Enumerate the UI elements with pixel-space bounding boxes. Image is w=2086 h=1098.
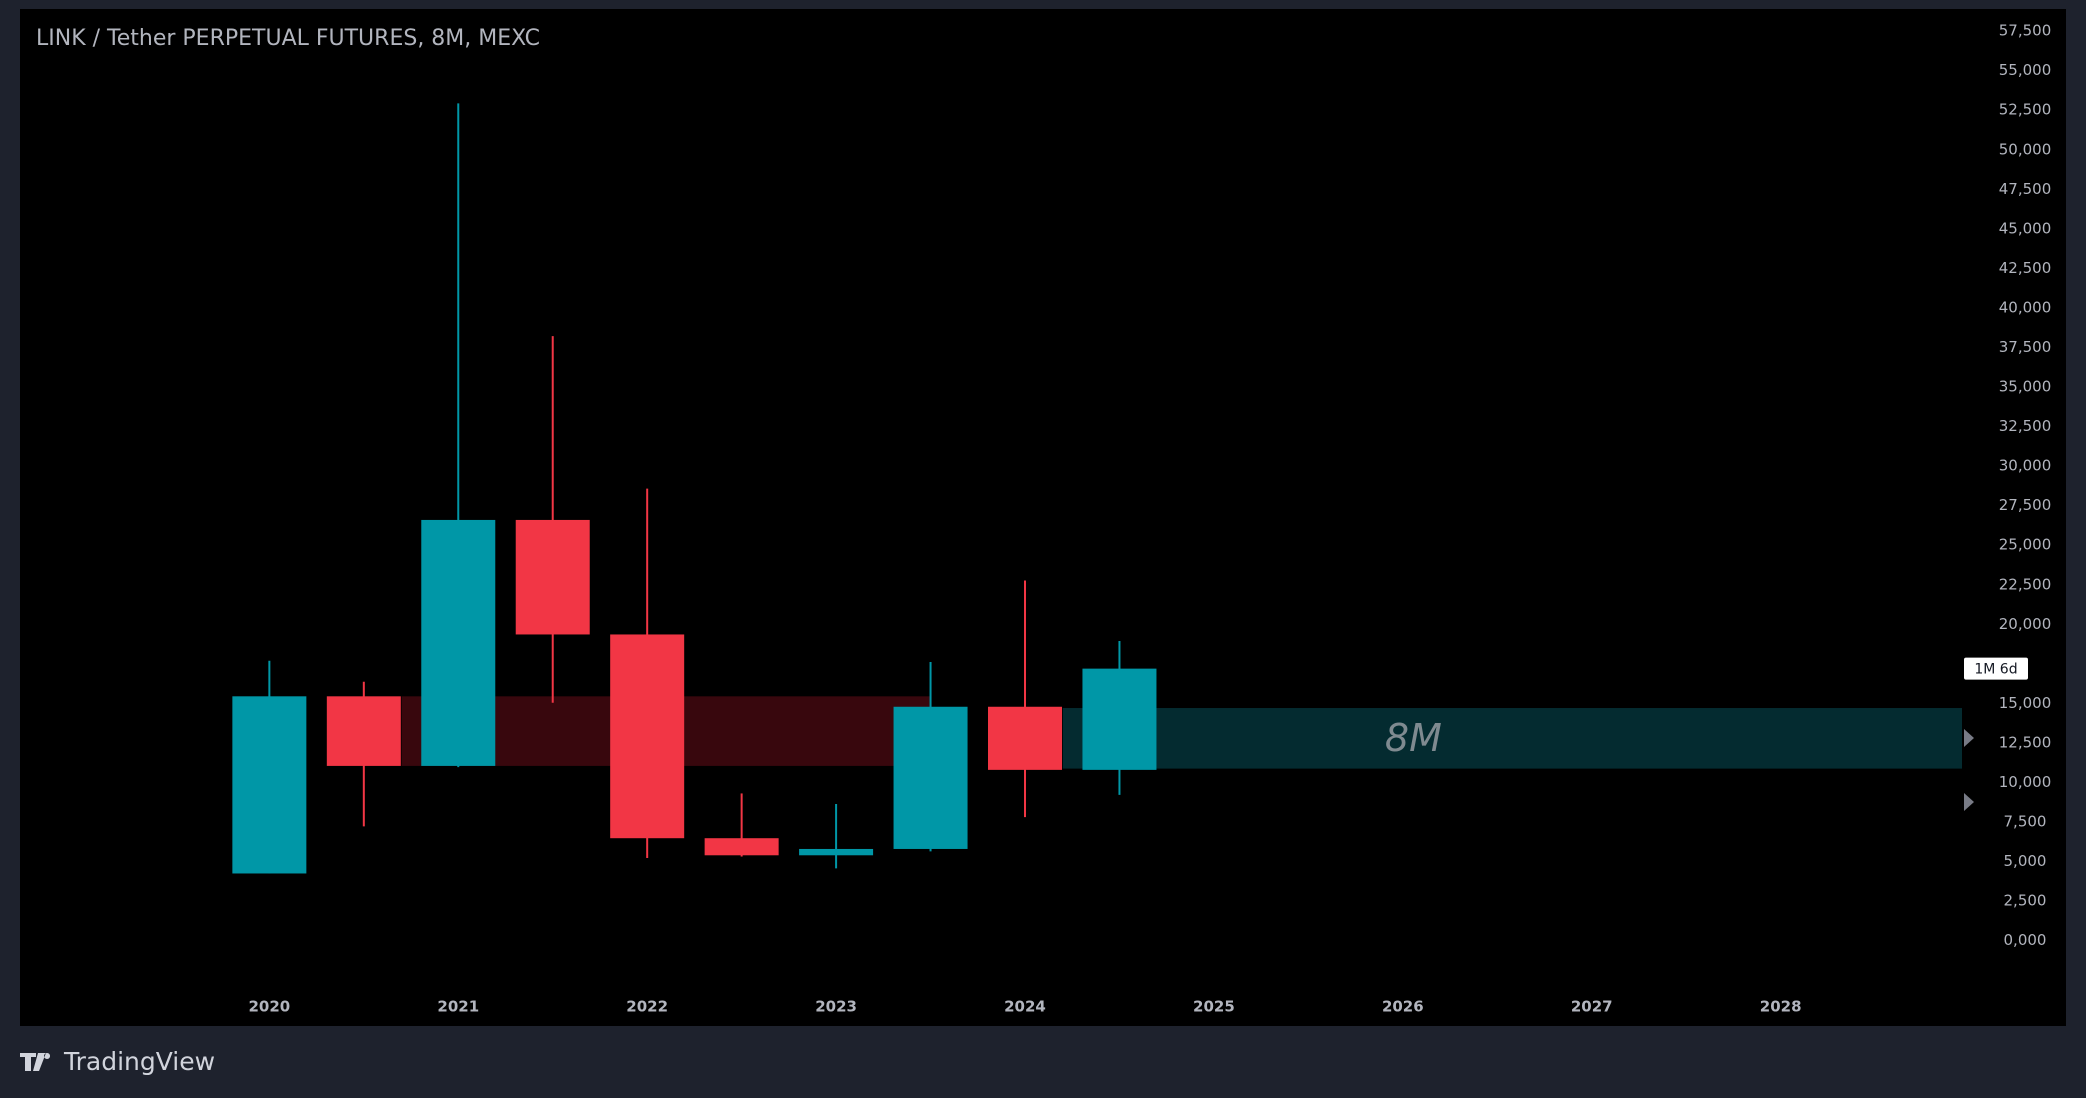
candle-body bbox=[704, 838, 779, 856]
x-tick-label: 2023 bbox=[815, 998, 857, 1016]
countdown-box bbox=[1964, 657, 2028, 680]
x-tick-label: 2028 bbox=[1760, 998, 1802, 1016]
x-tick-label: 2021 bbox=[437, 998, 479, 1016]
y-tick-label: 15,000 bbox=[1999, 694, 2052, 712]
candle-body bbox=[893, 706, 968, 849]
candle-body bbox=[1082, 668, 1157, 770]
y-tick-label: 37,500 bbox=[1999, 338, 2052, 356]
y-tick-label: 55,000 bbox=[1999, 61, 2052, 79]
candle-body bbox=[988, 706, 1063, 770]
y-tick-label: 2,500 bbox=[2004, 892, 2047, 910]
x-tick-label: 2025 bbox=[1193, 998, 1235, 1016]
y-tick-label: 32,500 bbox=[1999, 417, 2052, 435]
axis-arrow bbox=[1964, 729, 1974, 747]
brand: TradingView bbox=[63, 1047, 215, 1076]
tv-logo bbox=[20, 1053, 51, 1071]
y-tick-label: 10,000 bbox=[1999, 773, 2052, 791]
chart-area bbox=[20, 9, 2066, 1026]
y-tick-label: 0,000 bbox=[2004, 931, 2047, 949]
y-tick-label: 42,500 bbox=[1999, 259, 2052, 277]
y-tick-label: 35,000 bbox=[1999, 378, 2052, 396]
y-tick-label: 52,500 bbox=[1999, 101, 2052, 119]
x-tick-label: 2027 bbox=[1571, 998, 1613, 1016]
y-tick-label: 40,000 bbox=[1999, 298, 2052, 316]
x-tick-label: 2020 bbox=[248, 998, 290, 1016]
x-tick-label: 2022 bbox=[626, 998, 668, 1016]
y-tick-label: 50,000 bbox=[1999, 140, 2052, 158]
y-tick-label: 47,500 bbox=[1999, 180, 2052, 198]
candle-body bbox=[610, 634, 685, 839]
y-tick-label: 5,000 bbox=[2004, 852, 2047, 870]
x-tick-label: 2024 bbox=[1004, 998, 1046, 1016]
y-tick-label: 25,000 bbox=[1999, 536, 2052, 554]
y-tick-label: 12,500 bbox=[1999, 733, 2052, 751]
zone bbox=[1062, 708, 1962, 769]
y-tick-label: 20,000 bbox=[1999, 615, 2052, 633]
candle-body bbox=[326, 696, 401, 766]
candle-body bbox=[515, 519, 590, 635]
y-tick-label: 30,000 bbox=[1999, 457, 2052, 475]
countdown-label: 1M 6d bbox=[1974, 662, 2017, 678]
y-tick-label: 27,500 bbox=[1999, 496, 2052, 514]
y-tick-label: 22,500 bbox=[1999, 575, 2052, 593]
candle-body bbox=[421, 519, 496, 766]
zone-label: 8M bbox=[1385, 716, 1442, 760]
candle-body bbox=[799, 848, 874, 856]
chart-title: LINK / Tether PERPETUAL FUTURES, 8M, MEX… bbox=[36, 26, 540, 51]
x-tick-label: 2026 bbox=[1382, 998, 1424, 1016]
candle-body bbox=[232, 696, 307, 874]
y-tick-label: 57,500 bbox=[1999, 22, 2052, 40]
axis-arrow bbox=[1964, 793, 1974, 811]
y-tick-label: 45,000 bbox=[1999, 219, 2052, 237]
y-tick-label: 7,500 bbox=[2004, 813, 2047, 831]
